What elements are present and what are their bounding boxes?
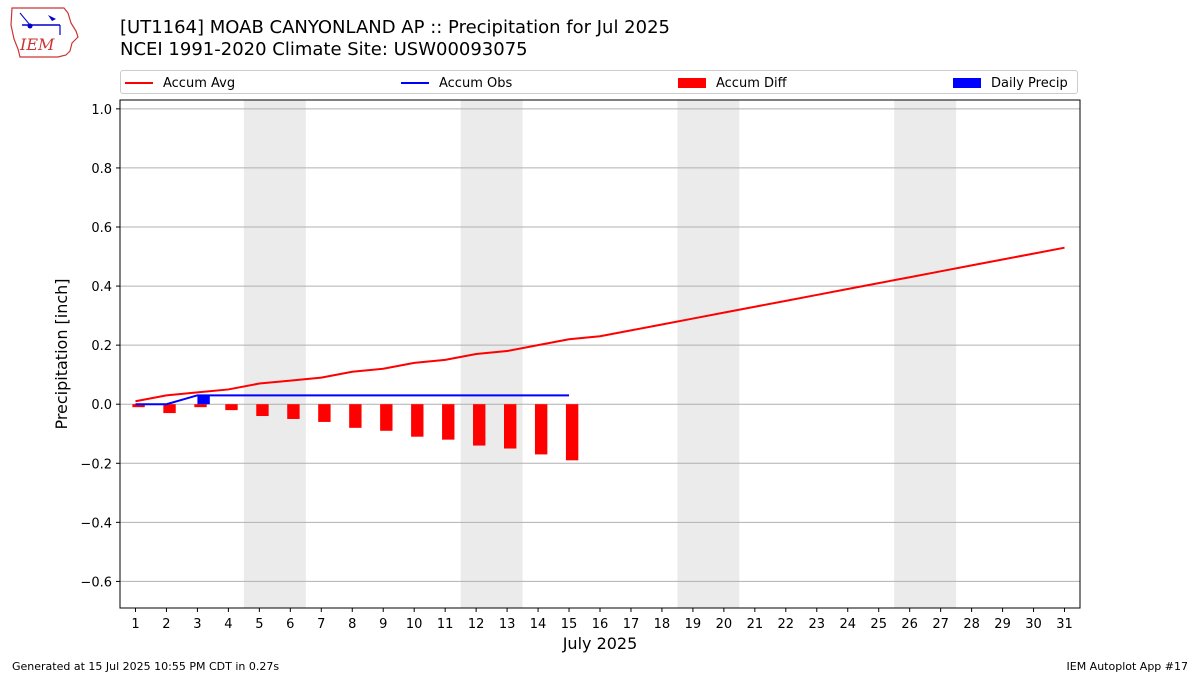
x-tick-label: 14: [530, 617, 547, 632]
footer-generated: Generated at 15 Jul 2025 10:55 PM CDT in…: [12, 660, 280, 673]
x-tick-label: 28: [963, 617, 980, 632]
legend-item-accum-diff: Accum Diff: [678, 74, 787, 92]
accum-diff-bar: [225, 404, 238, 411]
x-tick-label: 17: [623, 617, 640, 632]
y-tick-label: 0.0: [91, 398, 112, 413]
x-tick-label: 1: [131, 617, 139, 632]
chart-legend: Accum Avg Accum Obs Accum Diff Daily Pre…: [120, 70, 1078, 94]
y-tick-label: 0.2: [91, 339, 112, 354]
legend-item-daily-precip: Daily Precip: [953, 74, 1068, 92]
plot-frame: [119, 99, 1081, 609]
logo-text: IEM: [19, 35, 55, 54]
x-tick-label: 7: [317, 617, 325, 632]
accum-diff-bar: [287, 404, 300, 419]
weekend-band-1: [460, 100, 523, 608]
accum-obs-line: [135, 394, 570, 406]
x-tick-label: 13: [499, 617, 516, 632]
accum-diff-bar: [163, 404, 176, 414]
x-tick-label: 29: [994, 617, 1011, 632]
accum-diff-bar: [534, 404, 548, 455]
y-axis-label: Precipitation [inch]: [52, 278, 71, 429]
accum-diff-bar: [194, 404, 207, 408]
x-tick-label: 19: [685, 617, 702, 632]
legend-label-accum-obs: Accum Obs: [439, 75, 513, 91]
x-tick-label: 5: [255, 617, 263, 632]
legend-swatch-daily-precip: [953, 78, 981, 88]
accum-diff-bar: [442, 404, 455, 440]
accum-diff-bar: [565, 404, 579, 461]
daily-precip-bar: [197, 395, 210, 405]
x-tick-label: 3: [193, 617, 201, 632]
x-tick-label: 20: [716, 617, 733, 632]
x-tick-label: 6: [286, 617, 294, 632]
legend-swatch-accum-avg: [125, 82, 153, 84]
x-tick-label: 18: [654, 617, 671, 632]
y-tick-label: −0.4: [80, 516, 112, 531]
x-tick-label: 31: [1056, 617, 1073, 632]
x-tick-label: 21: [747, 617, 764, 632]
y-tick-label: 1.0: [91, 103, 112, 118]
x-tick-label: 22: [778, 617, 795, 632]
x-tick-label: 4: [224, 617, 232, 632]
x-tick-label: 8: [348, 617, 356, 632]
y-tick-label: 0.4: [91, 280, 112, 295]
footer-app-id: IEM Autoplot App #17: [1066, 660, 1189, 673]
x-tick-label: 10: [406, 617, 423, 632]
x-axis-label: July 2025: [562, 634, 638, 653]
y-tick-label: −0.2: [80, 457, 112, 472]
legend-item-accum-obs: Accum Obs: [401, 74, 512, 92]
accum-diff-bar: [256, 404, 269, 417]
x-tick-label: 23: [809, 617, 826, 632]
axis-ticks: −0.6−0.4−0.20.00.20.40.60.81.01 2 3 4 5 6 7 8 9 1…: [80, 103, 1072, 632]
accum-diff-bar: [411, 404, 424, 437]
x-tick-label: 9: [379, 617, 387, 632]
x-tick-label: 2: [162, 617, 170, 632]
gridlines: [120, 108, 1080, 582]
x-tick-label: 24: [839, 617, 856, 632]
x-tick-label: 25: [870, 617, 887, 632]
legend-label-accum-diff: Accum Diff: [716, 75, 787, 91]
y-tick-label: −0.6: [80, 575, 112, 590]
legend-swatch-accum-diff: [678, 78, 706, 88]
weekend-band-2: [677, 100, 740, 608]
y-tick-label: 0.6: [91, 221, 112, 236]
accum-diff-bar: [473, 404, 486, 446]
accum-diff-bar: [504, 404, 517, 449]
weekend-band-3: [894, 100, 957, 608]
accum-diff-bar: [380, 404, 393, 431]
legend-label-daily-precip: Daily Precip: [991, 75, 1068, 91]
x-tick-label: 27: [932, 617, 949, 632]
accum-diff-bar: [132, 404, 145, 408]
x-tick-label: 26: [901, 617, 918, 632]
legend-item-accum-avg: Accum Avg: [125, 74, 235, 92]
accum-avg-line: [135, 246, 1065, 403]
x-tick-label: 11: [437, 617, 454, 632]
series-lines: [135, 246, 1065, 406]
y-tick-label: 0.8: [91, 162, 112, 177]
accum-diff-bar: [349, 404, 362, 428]
legend-swatch-accum-obs: [401, 82, 429, 84]
legend-label-accum-avg: Accum Avg: [163, 75, 236, 91]
chart-title: [UT1164] MOAB CANYONLAND AP :: Precipita…: [120, 17, 670, 38]
bars: [132, 395, 579, 461]
weekend-bands: [243, 100, 957, 608]
x-tick-label: 30: [1025, 617, 1042, 632]
iem-logo: IEM: [10, 7, 79, 58]
x-tick-label: 15: [561, 617, 578, 632]
chart-subtitle: NCEI 1991-2020 Climate Site: USW00093075: [120, 39, 528, 60]
x-tick-label: 12: [468, 617, 485, 632]
accum-diff-bar: [318, 404, 331, 422]
x-tick-label: 16: [592, 617, 609, 632]
weekend-band-0: [243, 100, 306, 608]
